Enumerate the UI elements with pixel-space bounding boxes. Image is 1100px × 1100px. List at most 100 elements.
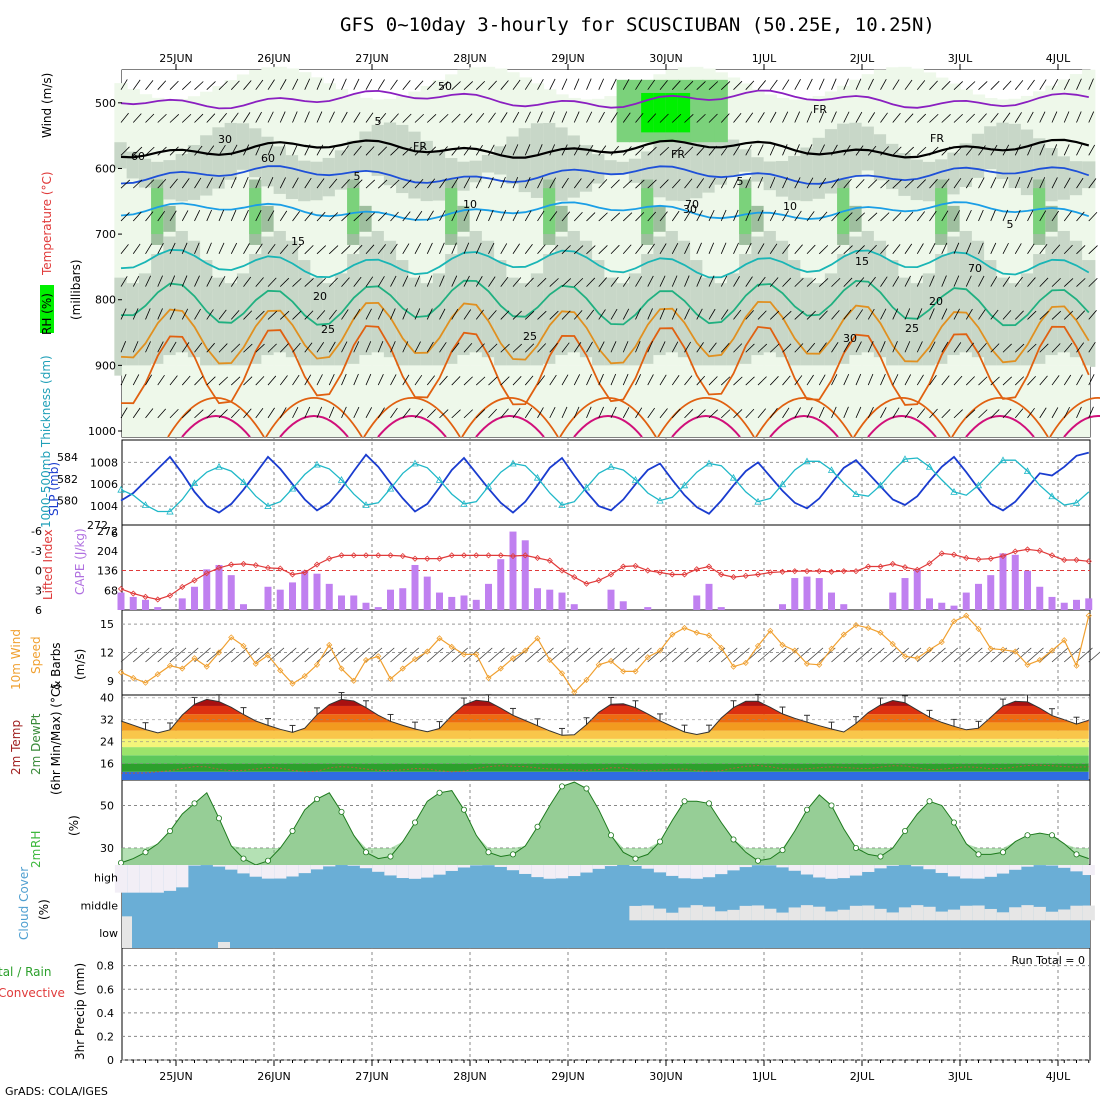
wind-barb [218,343,228,353]
wind-barb [549,406,556,419]
rh-fill-bright [653,92,667,133]
rh-point [608,832,615,839]
rh-fill-mid [555,236,569,356]
wind-barb [365,373,372,386]
lifted-index-point [889,560,896,567]
wind-barb [855,309,864,320]
lifted-index-point [387,552,394,559]
wind-barb [414,113,424,123]
wind-barb [929,341,936,353]
wind-barb [512,111,520,123]
wind-barb [733,376,743,386]
wind-speed-point [656,647,664,654]
lifted-index-point [473,552,480,559]
thickness-point [803,457,811,465]
contour-label: 15 [291,235,305,248]
wind-barb [1051,78,1059,90]
wind-barb [757,209,764,222]
cloud-middle-clear [1058,909,1071,921]
wind-barb [414,210,423,222]
wind-barb [1027,79,1035,90]
wind-barb [390,179,400,189]
wind-barb [488,376,498,386]
wind-barb [916,179,926,189]
rh-point [436,789,443,796]
rh-label-units: (%) [67,815,81,836]
wind-barb [353,406,360,419]
wind-barb [782,343,792,353]
li-ytick-label: 6 [35,604,42,617]
cape-bar [987,575,995,610]
cloud-high-clear [323,865,336,867]
wind-barb-10m [586,647,603,663]
contour-label: 30 [683,203,697,216]
wind-label-b: Speed [29,636,43,674]
wind-barb [1088,111,1095,123]
wind-barb [230,80,240,90]
wind-barb [720,209,727,222]
wind-barb [316,374,323,386]
wind-barb [488,209,494,222]
wind-barb [255,408,264,419]
wind-barb [708,275,715,287]
wind-barb [426,178,436,189]
wind-barb [243,310,253,320]
wind-barb [328,144,337,156]
wind-barb [120,146,130,156]
wind-barb [867,276,876,287]
thickness-point [950,488,958,495]
wind-barb [941,275,947,287]
thickness-point [484,482,493,490]
wind-barb [157,113,167,123]
wind-barb [377,276,385,287]
wind-barb [1027,210,1034,222]
cape-bar [840,604,848,610]
wind-barb [451,81,461,90]
wind-barb [120,244,129,255]
cloud-row-label: high [94,872,118,885]
wind-barb [549,374,557,386]
wind-barb [1002,408,1012,419]
wind-barb [377,79,385,90]
wind-barb [390,374,397,386]
wind-barb [684,146,694,156]
contour-label: 5 [375,115,382,128]
isotherm-line-FR [120,138,1090,159]
thickness-point [288,484,297,492]
wind-barb [230,177,237,189]
wind-barb [1051,244,1061,255]
cloud-high-clear [1045,865,1059,866]
rh-fill-mid [1069,161,1084,196]
wind-barb [831,310,840,320]
temp-band [122,714,1089,723]
rh-fill-mid [1033,254,1047,364]
lifted-index-point [1024,546,1031,553]
rh-fill-mid [959,143,973,188]
wind-barb [929,178,938,189]
wind-barb [1063,144,1070,156]
precip-ytick-label: 0.8 [97,960,115,973]
wind-barb [292,78,299,90]
wind-barb [524,310,535,320]
wind-barb [255,277,264,287]
wind-barb [475,80,486,90]
wind-barb [720,145,729,156]
isotherm-arc-hottest [965,414,1035,438]
wind-barb [402,275,409,287]
wind-barb [549,177,557,189]
rh-fill-mid [1020,273,1035,374]
wind-barb [316,144,324,156]
rh-fill-mid [334,150,349,190]
wind-barb [1088,374,1095,386]
wind-barb [1027,243,1035,255]
wind-barb [757,243,765,254]
lifted-index-point [460,552,468,559]
wind-barb [598,406,604,419]
lifted-index-point [607,571,615,578]
wind-barb [451,409,461,419]
temp-band [122,763,1089,772]
rh-fill-mid [383,122,398,186]
wind-barb [622,308,630,320]
rh-point [534,823,541,830]
top-date-label: 27JUN [355,52,389,65]
